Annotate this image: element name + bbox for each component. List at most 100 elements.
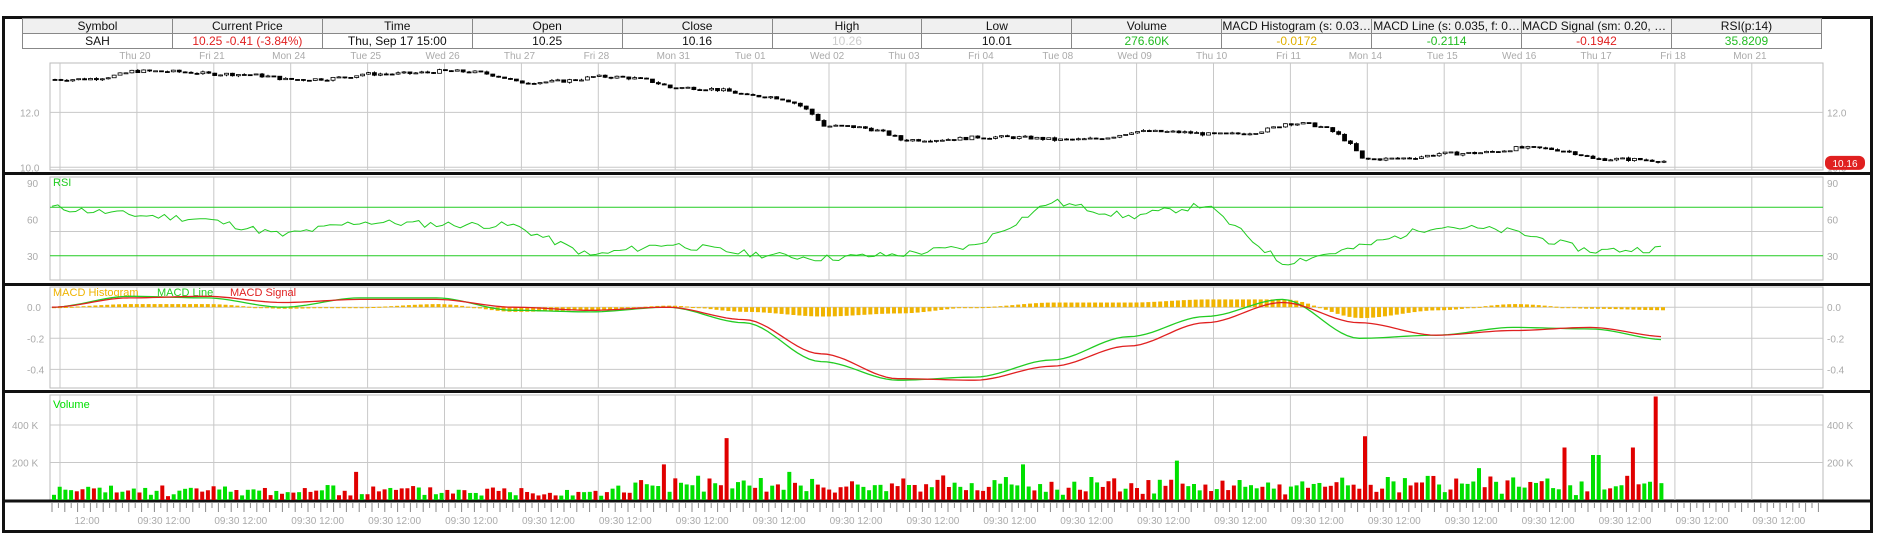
macd-histogram-bar (1004, 305, 1009, 308)
candle-down (1537, 146, 1543, 149)
macd-histogram-bar (726, 307, 731, 312)
volume-bar-down (1220, 480, 1225, 500)
candle-down (1359, 150, 1365, 159)
volume-bar-up (120, 491, 125, 500)
time-axis-label: 09:30 12:00 (1368, 516, 1421, 527)
volume-bar-down (536, 495, 541, 500)
quote-val-high: 10.26 (771, 33, 923, 49)
time-axis-label: 09:30 12:00 (1137, 516, 1190, 527)
candle-down (1590, 155, 1596, 159)
candle-down (1324, 126, 1330, 129)
macd-histogram-bar (235, 305, 240, 308)
volume-bar-up (1021, 464, 1025, 500)
candle-down (1637, 157, 1643, 161)
candle-up (1194, 132, 1200, 134)
macd-histogram-bar (815, 307, 820, 317)
candle-up (874, 129, 880, 132)
volume-bar-down (1226, 490, 1231, 500)
volume-bar-up (1095, 482, 1100, 500)
volume-bar-down (519, 488, 524, 500)
candle-up (117, 72, 123, 76)
macd-histogram-bar (1175, 300, 1180, 308)
candle-down (389, 73, 395, 76)
volume-bar-down (1078, 489, 1082, 500)
candle-down (496, 75, 502, 78)
candle-down (1555, 149, 1560, 152)
time-axis-label: 09:30 12:00 (1060, 516, 1113, 527)
macd-histogram-bar (1649, 307, 1654, 311)
candle-down (1200, 132, 1205, 136)
volume-bar-up (610, 488, 615, 500)
volume-bar-down (365, 494, 370, 500)
candle-down (277, 75, 283, 81)
macd-ytick-right: -0.4 (1827, 365, 1845, 376)
quote-col-macd-histogram: MACD Histogram (s: 0.03… (1221, 18, 1373, 34)
volume-bar-up (177, 490, 182, 500)
volume-bar-up (217, 489, 222, 500)
candle-up (70, 79, 76, 82)
volume-ytick-right: 400 K (1827, 421, 1853, 432)
candle-down (295, 79, 300, 81)
candle-down (880, 129, 886, 132)
candle-down (780, 98, 785, 101)
volume-bar-down (661, 464, 666, 500)
volume-bar-down (268, 495, 273, 500)
candle-up (1513, 146, 1519, 152)
volume-bar-down (924, 484, 929, 500)
rsi-ytick-right: 30 (1827, 252, 1839, 263)
macd-histogram-bar (395, 305, 400, 308)
candle-up (1632, 157, 1637, 162)
macd-histogram-bar (1394, 307, 1399, 315)
macd-histogram-bar (755, 307, 760, 313)
volume-bar-up (872, 485, 877, 500)
candle-up (123, 72, 129, 75)
candle-down (916, 139, 922, 142)
macd-histogram-bar (1572, 307, 1577, 309)
macd-histogram-bar (418, 304, 423, 308)
macd-histogram-bar (1217, 299, 1222, 308)
macd-histogram-bar (750, 307, 755, 312)
macd-histogram-bar (1424, 307, 1429, 311)
macd-histogram-bar (300, 307, 305, 309)
volume-bar-up (69, 490, 74, 500)
volume-bar-down (1482, 487, 1487, 500)
macd-histogram-bar (519, 307, 524, 312)
candle-down (407, 71, 413, 74)
candle-up (1253, 133, 1259, 135)
macd-histogram-bar (57, 307, 62, 309)
volume-bar-up (701, 491, 706, 500)
chart-frame (2, 16, 1873, 533)
volume-bar-up (958, 486, 963, 500)
volume-bar-up (1591, 455, 1595, 500)
time-axis-label: 09:30 12:00 (214, 516, 267, 527)
macd-histogram-bar (1601, 307, 1606, 309)
time-axis-label: 09:30 12:00 (676, 516, 729, 527)
volume-bar-up (1249, 485, 1253, 500)
macd-histogram-bar (1282, 299, 1287, 308)
volume-bar-up (770, 485, 775, 500)
volume-bar-up (1254, 488, 1259, 500)
volume-bar-up (570, 495, 575, 500)
macd-histogram-bar (720, 307, 725, 311)
candle-up (1117, 134, 1123, 138)
macd-histogram-bar (412, 304, 417, 308)
macd-histogram-bar (1412, 307, 1417, 313)
candle-down (1626, 157, 1631, 162)
macd-histogram-bar (270, 307, 275, 309)
volume-bar-down (1562, 447, 1567, 500)
candle-down (898, 135, 904, 141)
volume-bar-up (644, 484, 649, 500)
volume-bar-down (462, 490, 467, 500)
macd-histogram-bar (1442, 307, 1447, 311)
candle-down (1064, 138, 1069, 141)
volume-bar-down (1163, 485, 1168, 500)
candle-up (395, 72, 401, 75)
candle-up (685, 86, 691, 89)
macd-histogram-bar (489, 307, 494, 311)
candle-down (1099, 138, 1105, 141)
candle-down (1578, 154, 1584, 157)
macd-histogram-bar (732, 307, 737, 312)
macd-histogram-bar (1116, 302, 1121, 308)
volume-bar-up (696, 475, 701, 500)
